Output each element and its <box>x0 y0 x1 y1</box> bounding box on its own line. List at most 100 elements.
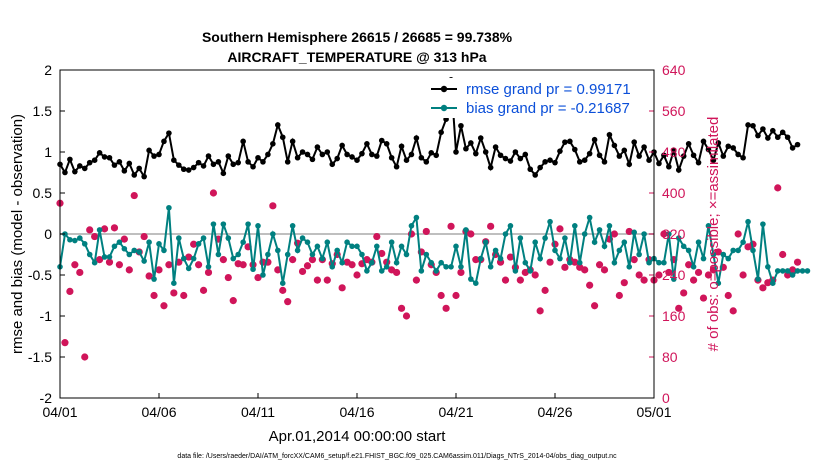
rmse-point <box>309 156 316 163</box>
rmse-point <box>369 151 375 158</box>
rmse-point <box>552 159 558 166</box>
rmse-point <box>774 134 781 141</box>
rmse-point <box>695 159 702 166</box>
bias-point <box>304 239 311 245</box>
bias-point <box>111 243 118 250</box>
bias-point <box>195 241 202 247</box>
y-tick-label-right: 560 <box>662 103 686 119</box>
obs-count-point <box>185 253 193 261</box>
obs-count-point <box>472 256 480 264</box>
bias-point <box>586 214 593 221</box>
rmse-point <box>324 149 331 155</box>
obs-count-point <box>793 258 802 266</box>
rmse-point <box>334 155 341 162</box>
bias-point <box>354 243 360 250</box>
rmse-point <box>141 173 147 180</box>
rmse-point <box>671 147 677 154</box>
obs-count-point <box>685 261 693 269</box>
rmse-point <box>378 137 385 144</box>
obs-count-point <box>397 304 406 312</box>
bias-point <box>438 259 444 266</box>
rmse-point <box>468 140 474 146</box>
bias-point <box>279 280 286 287</box>
rmse-point <box>344 151 350 158</box>
obs-count-point <box>130 191 138 200</box>
bias-point <box>463 227 469 233</box>
bias-point <box>675 235 682 241</box>
bias-point <box>770 280 776 287</box>
bias-point <box>458 264 464 270</box>
y-tick-label-right: 400 <box>662 185 686 201</box>
rmse-point <box>423 159 430 165</box>
bias-point <box>255 223 261 229</box>
obs-count-point <box>91 232 99 241</box>
obs-count-point <box>586 281 594 289</box>
obs-count-point <box>378 249 386 258</box>
bias-point <box>324 239 331 245</box>
rmse-point <box>760 126 766 132</box>
bias-point <box>180 255 187 262</box>
legend-rmse-marker <box>440 85 448 93</box>
bias-point <box>106 254 113 260</box>
legend-bias-label: bias grand pr = -0.21687 <box>466 100 630 117</box>
obs-count-point <box>655 271 663 279</box>
rmse-point <box>527 166 534 173</box>
rmse-point <box>121 168 128 174</box>
rmse-point <box>398 143 405 150</box>
bias-point <box>576 259 583 266</box>
rmse-point <box>116 159 123 165</box>
obs-count-point <box>531 271 539 279</box>
rmse-point <box>176 162 182 168</box>
obs-count-point <box>353 271 361 279</box>
bias-point <box>789 272 796 278</box>
rmse-point <box>156 151 162 158</box>
bias-point <box>477 255 484 262</box>
rmse-point <box>428 150 435 156</box>
rmse-point <box>81 165 88 172</box>
bias-point <box>631 229 637 236</box>
rmse-point <box>260 159 266 165</box>
bias-point <box>572 223 578 229</box>
bias-point <box>418 268 425 274</box>
rmse-point <box>195 159 202 166</box>
obs-count-point <box>284 298 292 306</box>
bias-point <box>156 241 162 247</box>
rmse-point <box>492 144 499 150</box>
y-tick-label-right: 640 <box>662 62 686 78</box>
bias-point <box>383 264 390 270</box>
bias-point <box>557 255 563 262</box>
rmse-point <box>641 144 647 150</box>
rmse-point <box>225 153 232 159</box>
rmse-point <box>537 164 543 171</box>
obs-count-point <box>734 230 742 238</box>
bias-point <box>136 249 142 255</box>
bias-point <box>532 239 538 245</box>
footer-data-file: data file: /Users/raeder/DAI/ATM_forcXX/… <box>177 453 617 460</box>
bias-point <box>750 247 756 254</box>
bias-point <box>646 259 652 266</box>
obs-count-point <box>640 276 648 284</box>
obs-count-point <box>140 232 148 241</box>
rmse-point <box>433 152 440 159</box>
bias-point <box>537 255 543 262</box>
bias-point <box>176 235 182 241</box>
bias-point <box>141 258 147 264</box>
rmse-point <box>151 153 157 159</box>
rmse-point <box>567 138 573 145</box>
bias-point <box>91 259 98 266</box>
rmse-point <box>166 130 172 136</box>
bias-point <box>161 247 167 254</box>
obs-count-point <box>546 258 554 266</box>
rmse-point <box>626 161 633 168</box>
rmse-point <box>284 159 291 165</box>
bias-point <box>641 231 647 237</box>
bias-point <box>552 247 558 254</box>
rmse-point <box>359 150 365 157</box>
obs-count-point <box>729 307 737 315</box>
rmse-point <box>487 164 494 171</box>
obs-count-point <box>125 266 133 274</box>
rmse-point <box>374 153 380 159</box>
obs-count-point <box>714 248 722 256</box>
rmse-point <box>784 134 791 141</box>
chart-title-line2: AIRCRAFT_TEMPERATURE @ 313 hPa <box>227 49 486 65</box>
